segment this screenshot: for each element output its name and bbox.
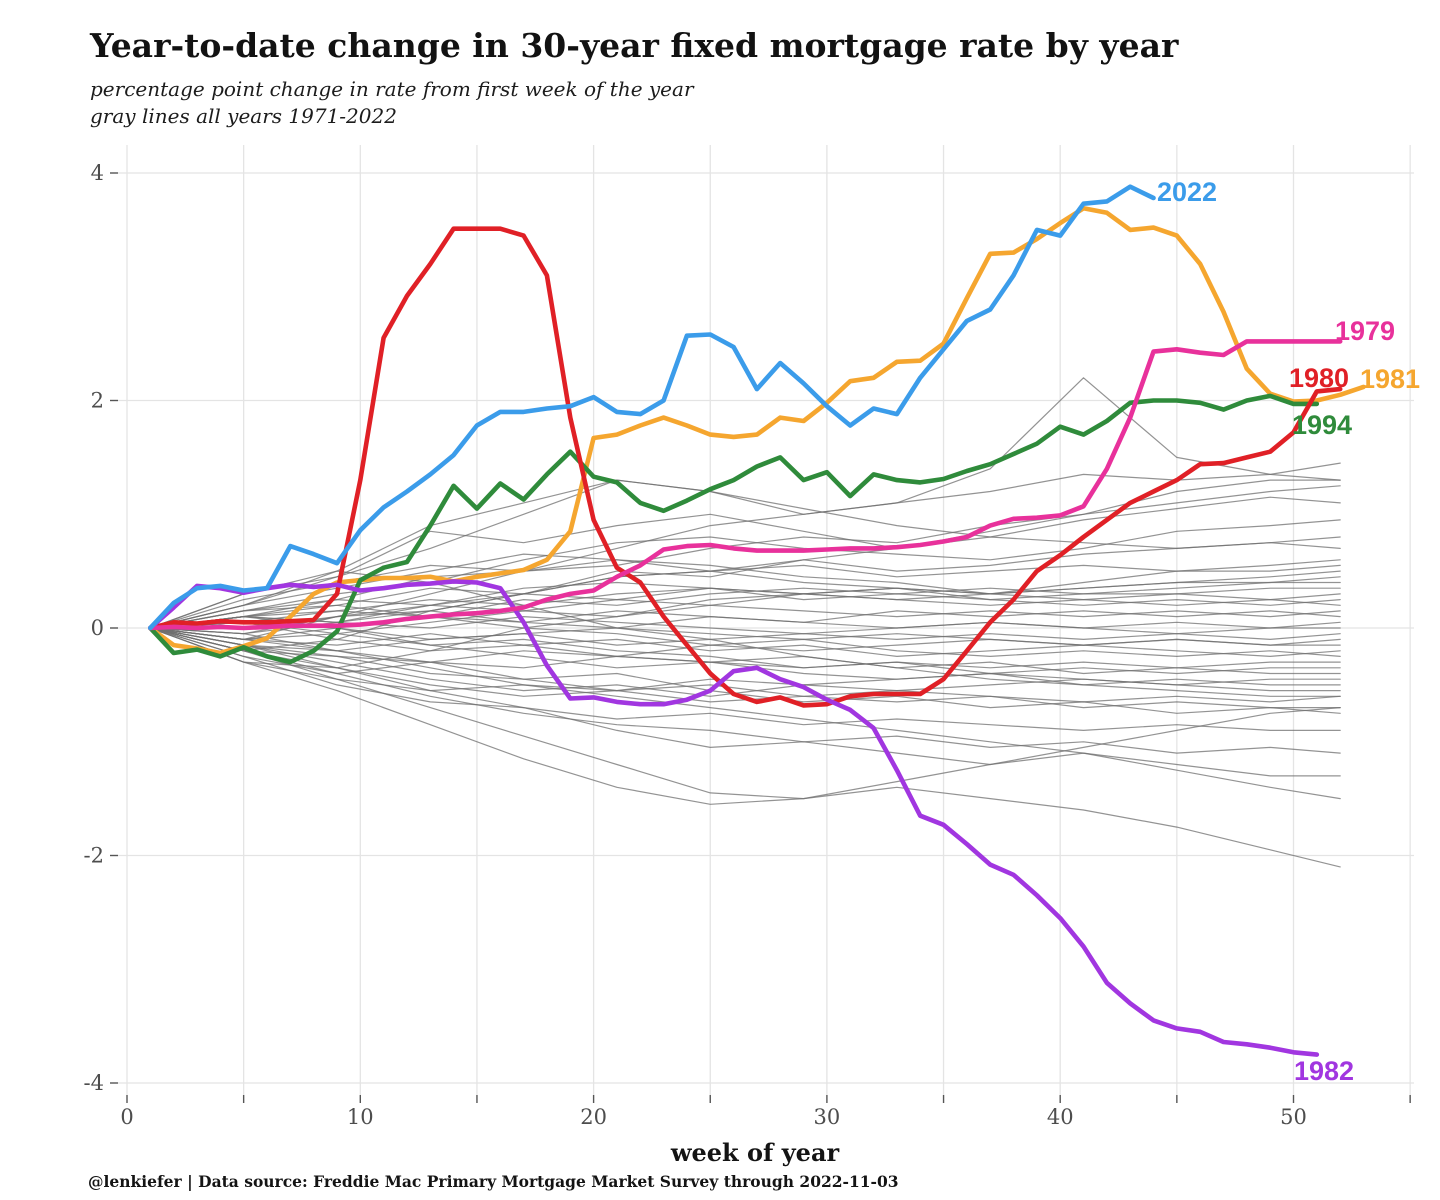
- series-line-1979: [148, 339, 1343, 631]
- series-label-1982: 1982: [1294, 1056, 1354, 1086]
- background-year-line: [149, 570, 1341, 697]
- background-year-line: [149, 627, 1341, 709]
- x-tick-label: 40: [1047, 1105, 1074, 1129]
- series-label-1979: 1979: [1335, 316, 1395, 346]
- series-line-1994: [148, 393, 1320, 665]
- background-year-line: [149, 627, 1341, 800]
- y-tick-label: 4: [91, 161, 104, 185]
- background-year-line: [149, 604, 1341, 658]
- axis-tick-layer: 0 10 20 30 40 50 -4 -2 0 2 4: [84, 161, 1411, 1129]
- background-year-line: [149, 553, 1341, 629]
- background-year-line: [149, 627, 1341, 868]
- background-year-line: [149, 627, 1341, 732]
- series-label-layer: 1981 1994 1980 1982 1979 2022: [1157, 177, 1420, 1086]
- y-tick-label: -2: [84, 844, 104, 868]
- series-label-2022: 2022: [1157, 177, 1217, 207]
- x-tick-label: 30: [814, 1105, 841, 1129]
- background-year-line: [149, 627, 1341, 703]
- background-year-line: [149, 627, 1341, 714]
- chart-subtitle-line2: gray lines all years 1971-2022: [90, 104, 397, 128]
- background-year-line: [149, 564, 1341, 669]
- background-year-line: [149, 587, 1341, 635]
- background-year-line: [149, 479, 1341, 629]
- chart-title: Year-to-date change in 30-year fixed mor…: [89, 26, 1179, 65]
- background-year-line: [149, 377, 1341, 629]
- x-tick-label: 10: [347, 1105, 374, 1129]
- y-tick-label: -4: [84, 1071, 104, 1095]
- background-year-line: [149, 621, 1341, 675]
- background-year-line: [149, 604, 1341, 635]
- chart-caption: @lenkiefer | Data source: Freddie Mac Pr…: [88, 1172, 899, 1191]
- x-tick-label: 0: [120, 1105, 133, 1129]
- y-tick-label: 2: [91, 389, 104, 413]
- background-year-line: [149, 610, 1341, 629]
- background-year-line: [149, 610, 1341, 646]
- series-line-1980: [148, 226, 1343, 708]
- background-year-line: [149, 593, 1341, 629]
- x-tick-label: 50: [1280, 1105, 1307, 1129]
- background-year-line: [149, 627, 1341, 777]
- series-line-1982: [148, 579, 1320, 1057]
- chart-subtitle-line1: percentage point change in rate from fir…: [90, 77, 695, 101]
- series-line-1981: [148, 206, 1366, 656]
- series-label-1980: 1980: [1289, 363, 1349, 393]
- series-line-2022: [148, 184, 1156, 631]
- highlight-series-layer: [148, 184, 1366, 1057]
- series-label-1994: 1994: [1292, 410, 1352, 440]
- x-tick-label: 20: [580, 1105, 607, 1129]
- background-lines-layer: [149, 377, 1341, 868]
- background-year-line: [149, 627, 1341, 805]
- background-year-line: [149, 627, 1341, 754]
- background-year-line: [149, 479, 1341, 629]
- background-year-line: [149, 485, 1341, 641]
- series-label-1981: 1981: [1360, 364, 1420, 394]
- grid-layer: [118, 145, 1414, 1095]
- y-tick-label: 0: [91, 616, 104, 640]
- background-year-line: [149, 496, 1341, 629]
- background-year-line: [149, 615, 1341, 692]
- x-axis-title: week of year: [670, 1138, 840, 1167]
